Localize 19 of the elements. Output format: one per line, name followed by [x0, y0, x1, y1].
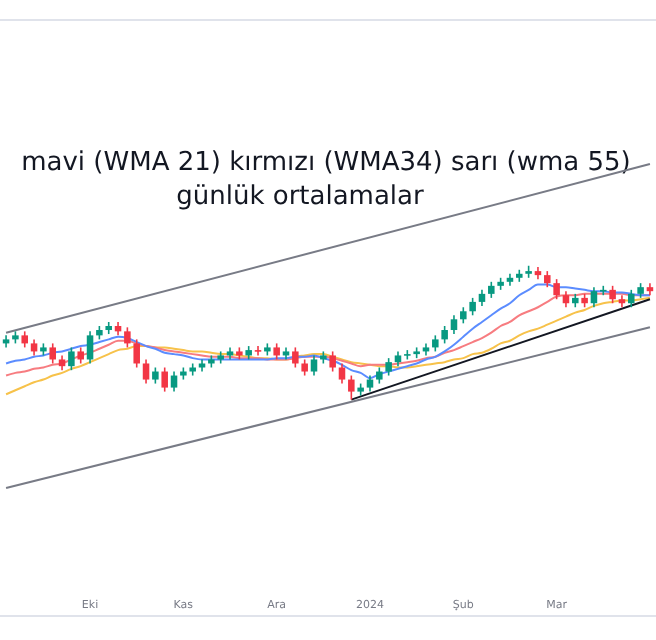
candlestick	[254, 345, 262, 357]
candlestick	[292, 346, 299, 369]
candlestick	[68, 346, 75, 371]
candlestick	[161, 366, 168, 393]
candlestick	[348, 374, 355, 401]
candlestick	[553, 278, 560, 301]
candlestick	[450, 314, 458, 335]
candlestick	[133, 338, 140, 369]
candlestick	[590, 286, 598, 309]
chart-subtitle: günlük ortalamalar	[176, 182, 426, 212]
candlestick	[329, 350, 336, 373]
chart-title: mavi (WMA 21) kırmızı (WMA34) sarı (wma 55)	[21, 148, 631, 178]
candlestick	[86, 330, 94, 365]
candlestick	[338, 362, 346, 385]
candlestick	[124, 326, 131, 349]
candlestick	[310, 354, 318, 377]
candlestick	[170, 370, 178, 393]
candlestick	[49, 342, 56, 365]
candlestick	[142, 358, 150, 385]
